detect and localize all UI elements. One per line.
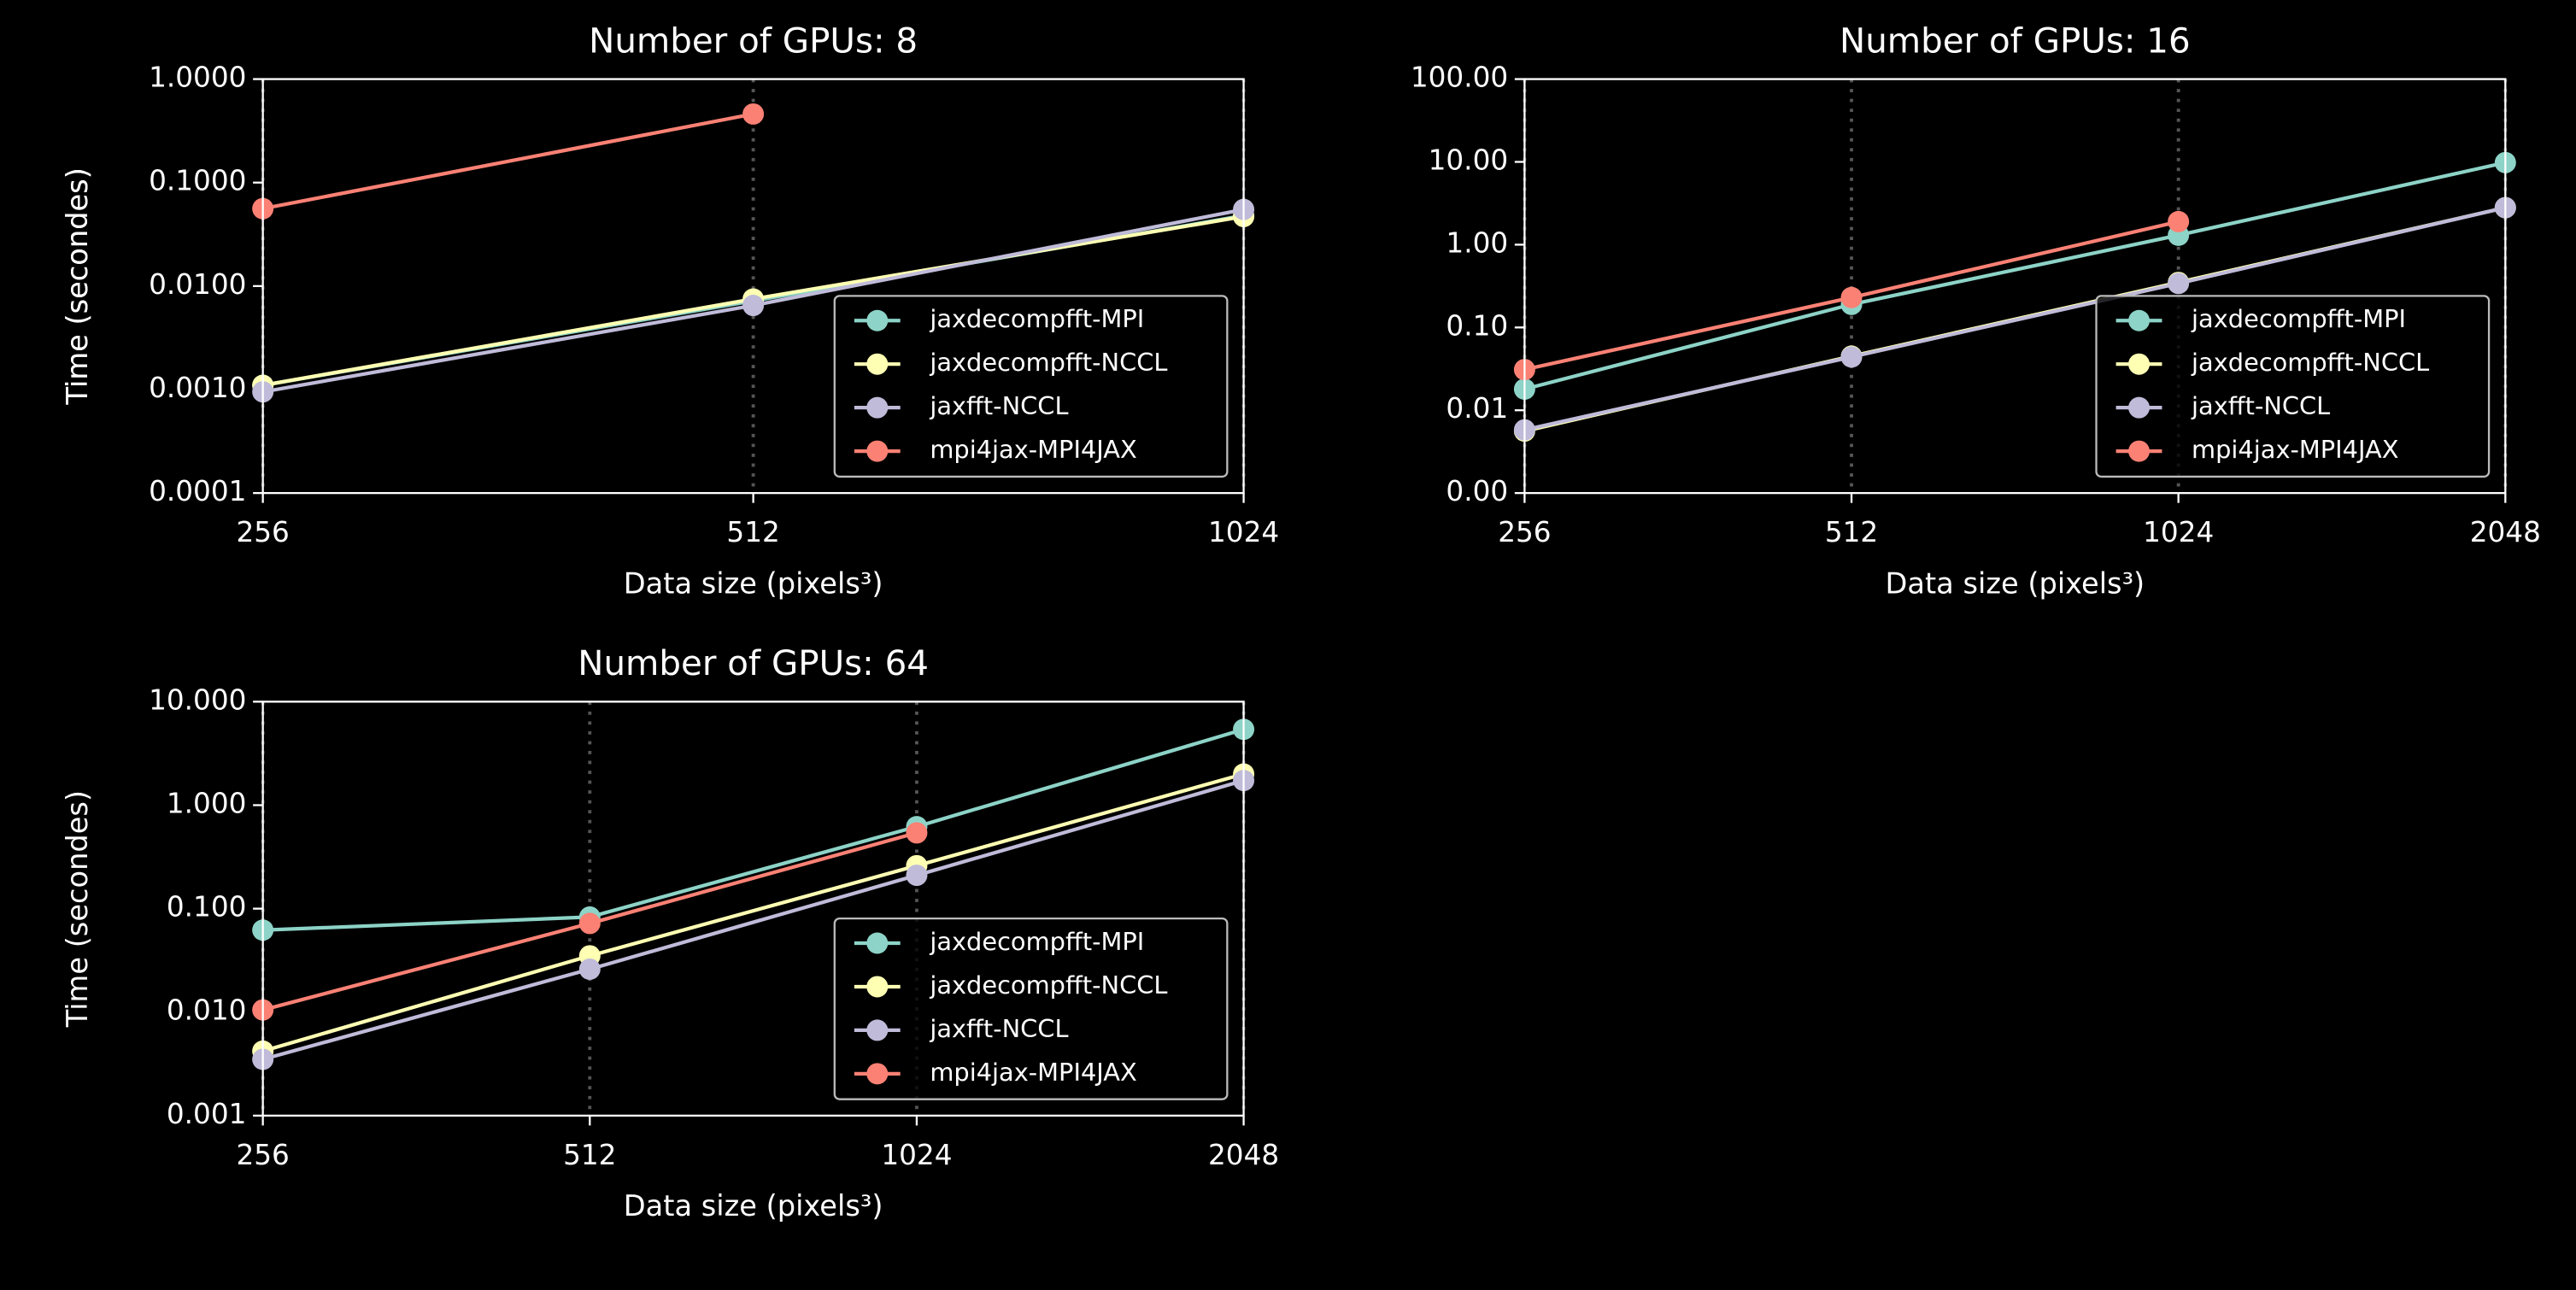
y-tick-label: 0.0100 (149, 268, 246, 301)
y-tick-label: 0.01 (1446, 392, 1508, 425)
legend-marker (2128, 309, 2151, 331)
series-line (1523, 161, 2506, 391)
data-point (742, 103, 765, 125)
data-point (578, 958, 601, 980)
series-line (262, 112, 754, 211)
legend-label: jaxfft-NCCL (929, 391, 1068, 420)
y-tick-label: 1.00 (1446, 226, 1508, 259)
legend-box (833, 917, 1229, 1100)
x-tick-label: 512 (726, 516, 779, 548)
y-tick-label: 0.1000 (149, 165, 246, 197)
chart-title: Number of GPUs: 8 (589, 21, 918, 61)
y-tick-label: 0.0001 (149, 475, 246, 507)
y-tick-label: 0.10 (1446, 309, 1508, 342)
x-tick-label: 1024 (1208, 516, 1279, 548)
legend-label: jaxfft-NCCL (929, 1014, 1068, 1043)
legend-marker (2128, 396, 2151, 419)
legend-label: mpi4jax-MPI4JAX (2192, 435, 2398, 464)
legend-marker (866, 976, 889, 998)
legend-marker (2128, 353, 2151, 375)
x-tick-label: 1024 (2143, 516, 2214, 548)
data-point (578, 912, 601, 935)
legend-label: mpi4jax-MPI4JAX (930, 435, 1136, 464)
legend-marker (866, 309, 889, 331)
data-point (2168, 273, 2190, 295)
legend-marker (866, 932, 889, 954)
data-point (2168, 210, 2190, 232)
data-point (906, 822, 928, 844)
data-point (1840, 286, 1863, 308)
legend-label: jaxdecompfft-MPI (929, 927, 1144, 956)
y-tick-label: 0.0010 (149, 372, 246, 404)
x-tick-label: 2048 (2470, 516, 2541, 548)
legend-label: jaxdecompfft-NCCL (929, 970, 1167, 1000)
y-tick-label: 0.00 (1446, 475, 1508, 507)
plot-frame (261, 701, 1245, 1117)
legend-label: jaxfft-NCCL (2191, 391, 2330, 420)
y-tick-label: 1.000 (167, 787, 247, 819)
y-tick-label: 0.010 (167, 994, 247, 1027)
legend-label: jaxdecompfft-MPI (2191, 304, 2406, 333)
data-point (906, 865, 928, 887)
x-axis-label: Data size (pixels³) (624, 566, 883, 600)
plot-frame (1523, 78, 2507, 495)
x-tick-label: 512 (563, 1139, 616, 1171)
x-axis-label: Data size (pixels³) (1886, 566, 2145, 600)
plot-frame (261, 78, 1245, 495)
legend-marker (2128, 440, 2151, 462)
legend-label: jaxdecompfft-NCCL (929, 348, 1167, 377)
y-tick-label: 100.00 (1411, 62, 1508, 94)
legend-marker (866, 440, 889, 462)
y-tick-label: 10.000 (149, 683, 246, 716)
y-tick-label: 0.100 (167, 891, 247, 924)
legend-box (833, 295, 1229, 478)
legend-marker (866, 1019, 889, 1041)
legend-marker (866, 353, 889, 375)
y-axis-label: Time (secondes) (61, 167, 94, 405)
y-tick-label: 10.00 (1429, 144, 1509, 176)
chart-title: Number of GPUs: 16 (1840, 21, 2191, 61)
series-line (262, 771, 1245, 1053)
legend-label: mpi4jax-MPI4JAX (930, 1058, 1136, 1087)
series-line (262, 778, 1245, 1062)
legend-label: jaxdecompfft-MPI (929, 304, 1144, 333)
y-axis-label: Time (secondes) (61, 790, 94, 1028)
data-point (1840, 346, 1863, 368)
legend-box (2095, 295, 2491, 478)
legend-label: jaxdecompfft-NCCL (2191, 348, 2429, 377)
y-axis-label: Time (secondes) (61, 167, 94, 405)
x-tick-label: 1024 (881, 1139, 952, 1171)
y-tick-label: 1.0000 (149, 62, 246, 94)
data-point (742, 295, 765, 317)
chart-title: Number of GPUs: 64 (578, 643, 929, 683)
legend-marker (866, 396, 889, 419)
series-line (262, 727, 1245, 932)
legend-marker (866, 1063, 889, 1085)
x-tick-label: 2048 (1208, 1139, 1279, 1171)
x-tick-label: 512 (1825, 516, 1878, 548)
x-tick-label: 256 (1498, 516, 1551, 548)
x-tick-label: 256 (236, 1139, 289, 1171)
series-line (1523, 206, 2506, 432)
x-tick-label: 256 (236, 516, 289, 548)
x-axis-label: Data size (pixels³) (624, 1189, 883, 1223)
y-tick-label: 0.001 (167, 1098, 247, 1130)
